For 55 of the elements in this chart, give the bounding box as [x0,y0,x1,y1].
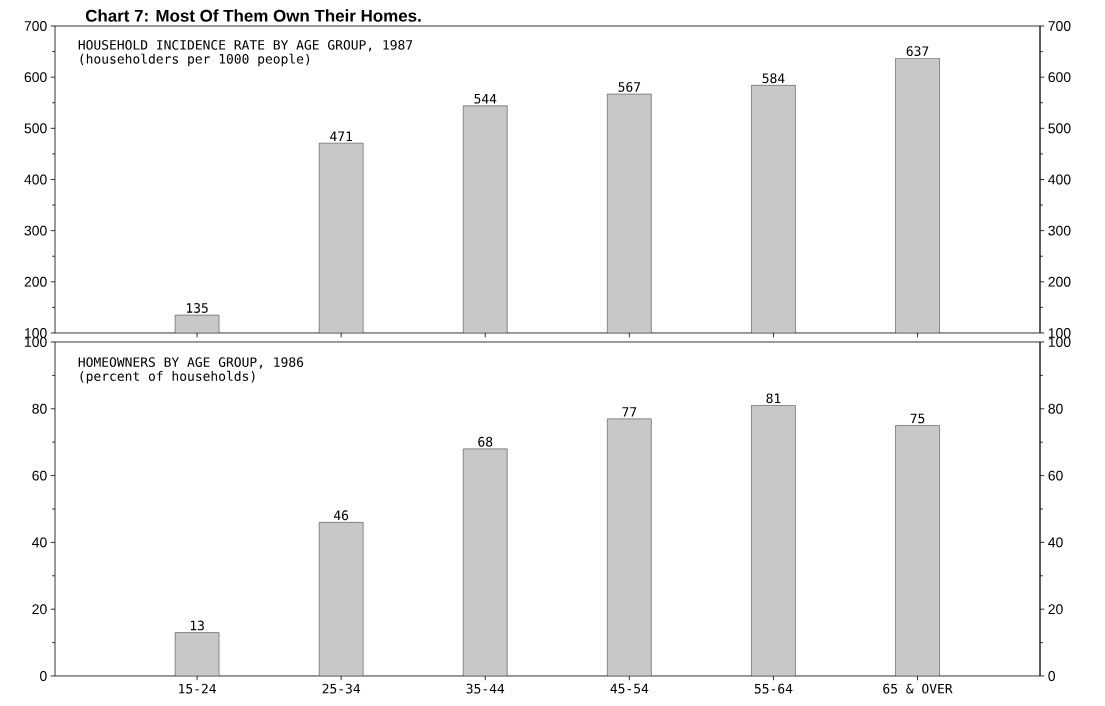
y2-tick-label: 0 [1048,671,1056,681]
data-label: 46 [334,510,349,521]
y-tick-label: 500 [24,123,47,134]
text: HOUSEHOLD INCIDENCE RATE BY AGE GROUP, 1987 [78,40,413,52]
y2-tick-label: 100 [1048,328,1071,338]
y-tick-label: 60 [32,470,47,481]
text: (householders per 1000 people) [80,53,310,67]
y-tick-label: 80 [32,403,47,414]
y2-tick-label: 300 [1048,225,1071,236]
data-label: 584 [762,73,785,84]
data-label: 135 [186,303,208,313]
text: (percent of households) [80,370,255,384]
y2-tick-label: 700 [1048,21,1071,31]
y-tick-label: 100 [25,328,47,338]
data-label: 75 [910,413,925,424]
data-label: 567 [618,82,641,92]
y2-tick-label: 400 [1048,174,1071,185]
y2-tick-label: 40 [1048,537,1063,548]
y2-tick-label: 600 [1048,72,1071,83]
y2-tick-label: 100 [1048,337,1071,347]
x-tick-label: 45-54 [610,683,649,694]
y2-tick-label: 500 [1048,123,1071,134]
y-tick-label: 300 [24,225,47,236]
y-tick-label: 600 [24,72,47,83]
y-tick-label: 40 [32,537,47,548]
y2-tick-label: 80 [1048,403,1063,414]
y-tick-label: 400 [24,174,47,185]
data-label: 471 [330,131,352,141]
data-label: 77 [622,407,637,417]
y2-tick-label: 20 [1048,604,1063,615]
caption: Chart 7: Most Of Them Own Their Homes. [85,9,421,22]
y2-tick-label: 60 [1048,470,1063,481]
y-tick-label: 20 [32,604,47,615]
y2-tick-label: 200 [1048,276,1071,287]
x-tick-label: 65 & OVER [883,683,953,694]
bar [174,632,220,676]
x-tick-label: 55-64 [754,683,793,694]
y-tick-label: 200 [24,276,47,287]
data-label: 13 [190,620,204,631]
y-tick-label: 0 [40,671,47,681]
bar [751,405,796,676]
y-tick-label: 100 [25,337,47,347]
bar [318,522,364,676]
x-tick-label: 15-24 [179,683,216,694]
data-label: 544 [474,93,497,104]
bar [463,448,508,676]
text: HOMEOWNERS BY AGE GROUP, 1986 [78,357,304,369]
bar [607,418,652,676]
x-tick-label: 25-34 [322,683,361,694]
data-label: 81 [766,393,781,404]
bar [895,425,940,676]
data-label: 68 [478,436,493,447]
x-tick-label: 35-44 [466,683,505,694]
data-label: 637 [906,46,929,57]
y-tick-label: 700 [24,21,47,31]
